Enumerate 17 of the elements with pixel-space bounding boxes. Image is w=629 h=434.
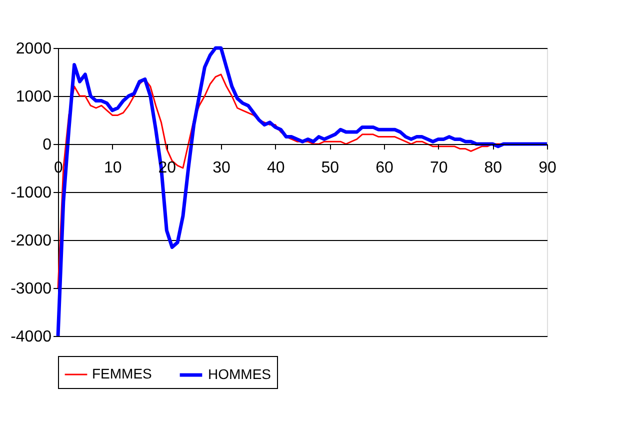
x-tick-label: 30	[212, 160, 230, 176]
x-tick-label: 70	[430, 160, 448, 176]
y-tick-label: -1000	[10, 184, 52, 202]
x-tick-label: 40	[266, 160, 285, 176]
y-tick-label: -3000	[10, 280, 52, 298]
x-tick-label: 80	[484, 160, 502, 176]
x-tick-label: 10	[104, 160, 122, 176]
legend-label: HOMMES	[208, 366, 271, 382]
y-tick-label: 0	[42, 136, 52, 154]
y-tick-label: 2000	[16, 40, 52, 58]
y-tick-label: -2000	[10, 232, 52, 250]
x-tick-label: 60	[376, 160, 394, 176]
x-tick-label: 90	[538, 160, 556, 176]
y-tick-label: -4000	[10, 328, 52, 346]
y-tick-label: 1000	[16, 88, 52, 106]
x-tick-label: 50	[321, 160, 340, 176]
legend-label: FEMMES	[92, 366, 152, 382]
